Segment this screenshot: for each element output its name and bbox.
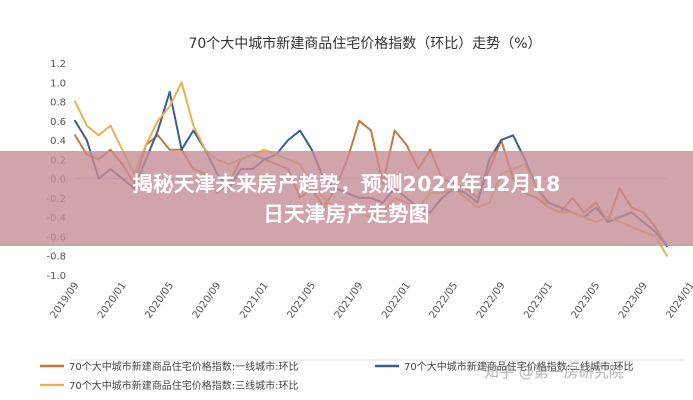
y-tick-label: -0.8 bbox=[46, 252, 66, 263]
x-axis: 2019/09 2020/01 2020/05 2020/09 2021/01 2021/… bbox=[49, 280, 693, 320]
x-tick-label: 2023/05 bbox=[570, 280, 603, 320]
x-tick-label: 2020/01 bbox=[96, 280, 129, 320]
legend-label-3: 70个大中城市新建商品住宅价格指数:三线城市:环比 bbox=[69, 379, 298, 392]
y-tick-label: 1.2 bbox=[50, 59, 66, 70]
watermark: 知乎 @第一房研究院 bbox=[484, 363, 624, 381]
y-tick-label: 1.0 bbox=[50, 78, 66, 89]
x-tick-label: 2019/09 bbox=[49, 280, 82, 320]
x-tick-label: 2023/01 bbox=[522, 280, 555, 320]
headline-line-2: 日天津房产走势图 bbox=[263, 201, 430, 226]
headline-line-1: 揭秘天津未来房产趋势，预测2024年12月18 bbox=[132, 171, 561, 196]
x-tick-label: 2020/09 bbox=[191, 280, 224, 320]
x-tick-label: 2021/09 bbox=[333, 280, 366, 320]
chart-title: 70个大中城市新建商品住宅价格指数（环比）走势（%） bbox=[188, 35, 541, 52]
x-tick-label: 2021/01 bbox=[238, 280, 271, 320]
y-tick-label: -1.0 bbox=[46, 271, 66, 282]
x-tick-label: 2022/01 bbox=[380, 280, 413, 320]
y-tick-label: 0.6 bbox=[50, 117, 66, 128]
x-tick-label: 2024/01 bbox=[664, 280, 693, 320]
x-tick-label: 2020/05 bbox=[143, 280, 176, 320]
x-tick-label: 2022/09 bbox=[475, 280, 508, 320]
y-tick-label: 0.8 bbox=[50, 98, 66, 109]
x-tick-label: 2023/09 bbox=[617, 280, 650, 320]
legend-label-1: 70个大中城市新建商品住宅价格指数:一线城市:环比 bbox=[69, 360, 298, 373]
y-tick-label: 0.4 bbox=[50, 136, 66, 147]
headline-banner: 揭秘天津未来房产趋势，预测2024年12月18 日天津房产走势图 bbox=[0, 151, 693, 246]
x-tick-label: 2022/05 bbox=[427, 280, 460, 320]
legend-label-2: 70个大中城市新建商品住宅价格指数:二线城市:环比 bbox=[404, 360, 633, 373]
x-tick-label: 2021/05 bbox=[285, 280, 318, 320]
legend: 70个大中城市新建商品住宅价格指数:一线城市:环比 70个大中城市新建商品住宅价格… bbox=[40, 360, 633, 392]
